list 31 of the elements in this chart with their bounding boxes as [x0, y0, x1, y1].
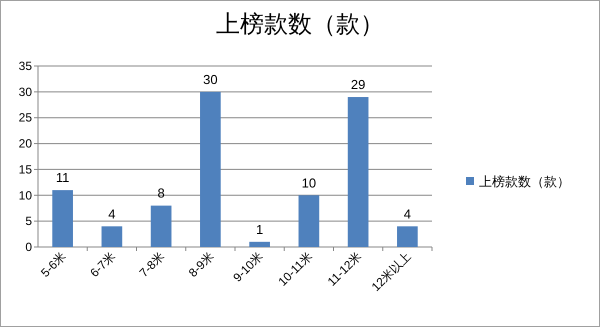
bar: [200, 92, 221, 247]
x-tick-label: 6-7米: [87, 249, 118, 280]
chart-title: 上榜款数（款）: [216, 11, 384, 38]
bar: [298, 195, 320, 247]
bar: [348, 97, 368, 247]
data-label: 4: [404, 206, 411, 222]
data-label: 11: [56, 170, 70, 186]
x-tick-label: 5-6米: [38, 249, 69, 280]
bar: [102, 226, 122, 247]
legend-label: 上榜款数（款）: [479, 174, 570, 189]
y-tick-label: 10: [18, 188, 32, 202]
bar: [52, 190, 73, 247]
data-label: 1: [256, 222, 264, 237]
data-label: 30: [203, 72, 218, 87]
y-tick-label: 30: [18, 84, 32, 99]
data-label: 4: [108, 206, 116, 222]
y-tick-label: 35: [18, 59, 32, 73]
bar: [249, 242, 270, 247]
x-tick-label: 12米以上: [368, 249, 414, 294]
x-tick-label: 8-9米: [186, 249, 216, 280]
y-tick-label: 25: [18, 110, 32, 125]
y-tick-label: 5: [25, 214, 32, 228]
x-tick-label: 7-8米: [136, 249, 168, 280]
bar: [397, 226, 418, 247]
data-label: 10: [302, 175, 316, 190]
y-tick-label: 15: [18, 162, 32, 176]
y-tick-label: 0: [25, 240, 32, 254]
data-label: 29: [350, 77, 366, 92]
bar: [150, 206, 172, 247]
data-label: 8: [158, 186, 165, 201]
y-tick-label: 20: [18, 136, 32, 151]
